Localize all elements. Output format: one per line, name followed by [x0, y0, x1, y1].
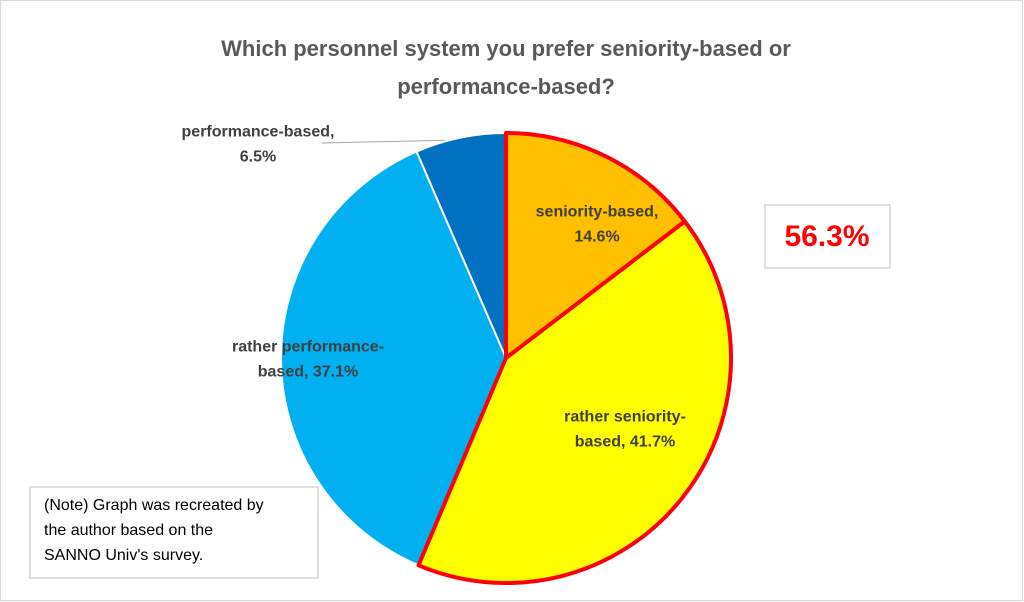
leader-line [321, 139, 459, 144]
pie [280, 131, 733, 585]
data-labels: seniority-based, 14.6% rather seniority-ba… [182, 124, 686, 451]
data-label: performance-based, [182, 124, 335, 141]
data-label: 6.5% [240, 149, 276, 166]
note-box [29, 486, 319, 579]
data-label: 14.6% [574, 229, 619, 246]
note: (Note) Graph was recreated by [44, 497, 264, 514]
pie-slice [280, 150, 508, 567]
chart-title: Which personnel system you prefer senior… [221, 36, 791, 61]
note: SANNO Univ's survey. [44, 547, 203, 564]
chart-title: performance-based? [397, 74, 615, 99]
data-label: rather performance- [232, 339, 384, 356]
note: the author based on the [44, 522, 213, 539]
data-label: based, 41.7% [575, 434, 676, 451]
data-label: based, 37.1% [258, 364, 359, 381]
annotation: 56.3% [784, 220, 869, 253]
data-label: rather seniority- [564, 409, 686, 426]
data-label: seniority-based, [536, 204, 659, 221]
highlight-outline [416, 131, 733, 585]
annotation-box [764, 204, 891, 269]
